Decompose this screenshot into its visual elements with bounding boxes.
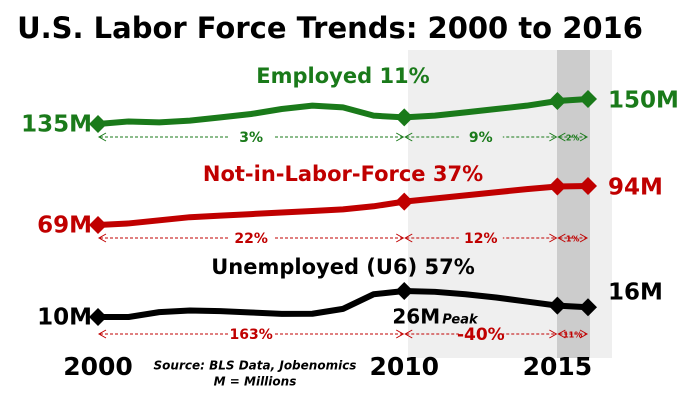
series-line — [97, 183, 589, 228]
source: Source: BLS Data, Jobenomics — [154, 359, 357, 373]
end-label: 94M — [608, 175, 663, 201]
marker — [548, 177, 567, 196]
x-tick-label: 2010 — [369, 352, 439, 381]
label-bg — [229, 229, 274, 247]
marker — [395, 192, 414, 211]
x-tick-label: 2015 — [523, 352, 593, 381]
series-label: Employed 11% — [256, 64, 429, 88]
marker — [548, 296, 567, 315]
arrow-head — [97, 132, 405, 142]
source: M = Millions — [214, 375, 297, 389]
chart-title: U.S. Labor Force Trends: 2000 to 2016 — [17, 11, 643, 45]
marker — [579, 298, 597, 317]
change-label: 1% — [566, 235, 580, 244]
end-label: 150M — [608, 88, 679, 114]
marker — [579, 177, 597, 195]
end-label: 16M — [608, 280, 663, 306]
arrow-head — [557, 132, 589, 142]
marker — [89, 115, 107, 133]
label-bg — [458, 229, 503, 247]
x-tick-label: 2000 — [63, 352, 133, 381]
label-bg — [458, 325, 503, 343]
start-label: 10M — [37, 305, 92, 331]
change-label: 3% — [239, 130, 263, 146]
change-label: 11% — [563, 331, 582, 340]
series-label: Not-in-Labor-Force 37% — [203, 162, 483, 186]
series-label: Unemployed (U6) 57% — [211, 255, 475, 279]
series-line — [97, 96, 589, 127]
marker — [395, 282, 414, 300]
marker — [579, 90, 597, 108]
marker — [89, 308, 107, 326]
label-bg — [229, 325, 274, 343]
marker — [89, 216, 107, 234]
arrow-head — [404, 132, 558, 142]
peak-label: 26M — [392, 305, 440, 329]
change-label: 163% — [229, 327, 272, 343]
arrow-head — [557, 329, 589, 339]
start-label: 135M — [21, 112, 92, 138]
start-label: 69M — [37, 213, 92, 239]
peak-note: Peak — [442, 313, 479, 328]
change-label: 12% — [464, 231, 498, 247]
arrow-head — [97, 329, 405, 339]
change-label: 9% — [469, 130, 493, 146]
series-line — [98, 288, 589, 320]
marker — [395, 108, 414, 127]
change-label: 22% — [234, 231, 268, 247]
label-bg — [229, 128, 274, 146]
marker — [548, 92, 567, 110]
arrow-head — [404, 233, 558, 243]
change-label: 2% — [566, 134, 580, 143]
change-label: -40% — [457, 325, 505, 345]
arrow-head — [97, 233, 405, 243]
arrow-head — [404, 329, 558, 339]
arrow-head — [557, 233, 589, 243]
label-bg — [458, 128, 503, 146]
